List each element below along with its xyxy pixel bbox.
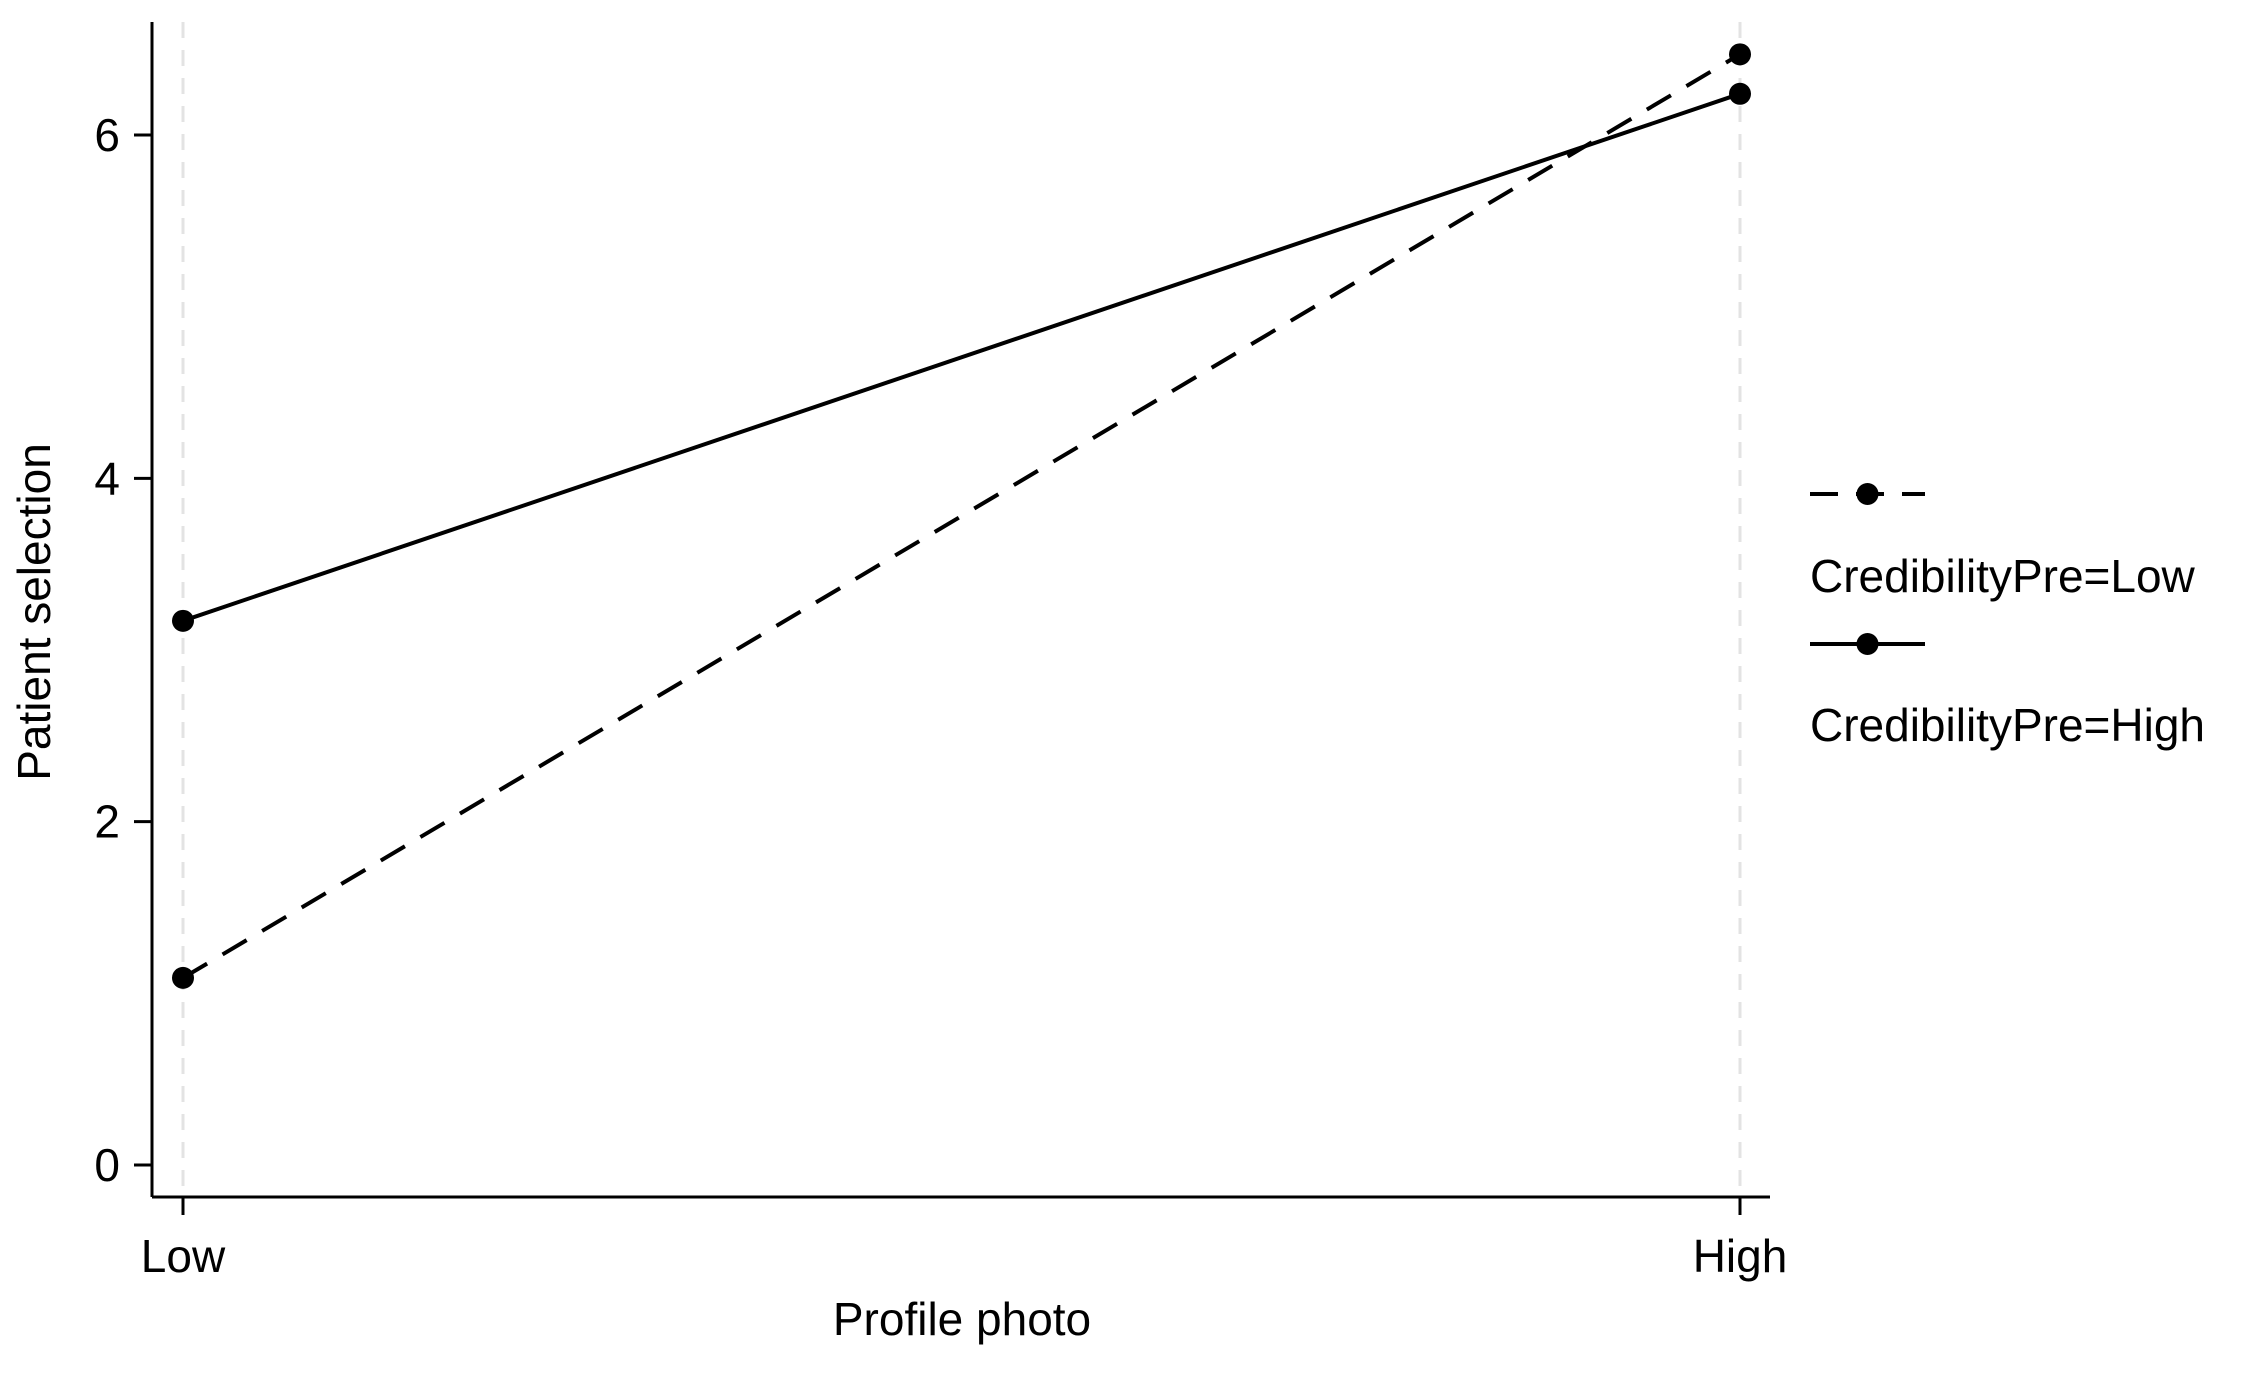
- legend-swatch-marker-1: [1856, 633, 1879, 655]
- legend: CredibilityPre=Low CredibilityPre=High: [1810, 483, 2205, 751]
- x-tick-label: Low: [141, 1230, 226, 1282]
- legend-label-0: CredibilityPre=Low: [1810, 550, 2196, 602]
- legend-swatch-marker-0: [1856, 483, 1879, 505]
- data-point-series1-low: [172, 609, 194, 632]
- y-tick-label: 0: [94, 1139, 120, 1191]
- data-point-series0-high: [1729, 43, 1751, 66]
- legend-label-1: CredibilityPre=High: [1810, 699, 2205, 751]
- grid-layer: [181, 22, 1742, 1197]
- y-axis-title: Patient selection: [8, 443, 60, 781]
- y-tick-label: 2: [94, 796, 120, 848]
- x-axis-title: Profile photo: [833, 1293, 1091, 1345]
- series-line-1: [182, 91, 1741, 623]
- y-tick-label: 4: [94, 452, 120, 504]
- series-layer: [172, 43, 1751, 989]
- data-point-series0-low: [172, 966, 194, 989]
- y-tick-label: 6: [94, 109, 120, 161]
- data-point-series1-high: [1729, 82, 1751, 105]
- series-line-0: [181, 52, 1742, 980]
- x-tick-label: High: [1693, 1230, 1788, 1282]
- axes-layer: 0 2 4 6 Low High: [94, 22, 1787, 1282]
